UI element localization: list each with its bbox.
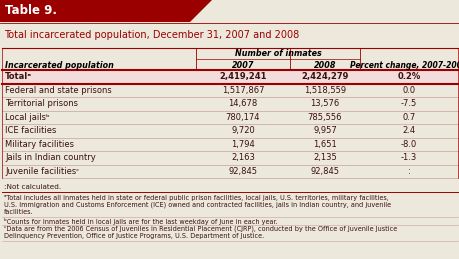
Polygon shape (190, 0, 212, 22)
Text: ᵃTotal includes all inmates held in state or federal public prison facilities, l: ᵃTotal includes all inmates held in stat… (4, 195, 390, 215)
Text: ᵇCounts for inmates held in local jails are for the last weekday of June in each: ᵇCounts for inmates held in local jails … (4, 218, 277, 225)
Text: Juvenile facilitiesᶜ: Juvenile facilitiesᶜ (5, 167, 79, 176)
Text: 9,957: 9,957 (313, 126, 336, 135)
Text: -1.3: -1.3 (400, 153, 416, 162)
Text: 13,576: 13,576 (310, 99, 339, 108)
Text: 92,845: 92,845 (228, 167, 257, 176)
Text: 14,678: 14,678 (228, 99, 257, 108)
Text: 1,517,867: 1,517,867 (221, 86, 263, 95)
Text: 2,163: 2,163 (230, 153, 254, 162)
Text: Table 9.: Table 9. (5, 4, 57, 18)
Text: Totalᵃ: Totalᵃ (5, 72, 32, 81)
Text: 780,174: 780,174 (225, 113, 260, 122)
Text: Number of inmates: Number of inmates (234, 49, 321, 59)
Text: ICE facilities: ICE facilities (5, 126, 56, 135)
Text: Military facilities: Military facilities (5, 140, 74, 149)
Text: ᶜData are from the 2006 Census of Juveniles in Residential Placement (CJRP), con: ᶜData are from the 2006 Census of Juveni… (4, 226, 397, 239)
Text: 92,845: 92,845 (310, 167, 339, 176)
Text: 2008: 2008 (313, 61, 336, 70)
Text: 0.0: 0.0 (402, 86, 414, 95)
Text: 2,135: 2,135 (313, 153, 336, 162)
Text: :: : (407, 167, 409, 176)
Text: :Not calculated.: :Not calculated. (4, 184, 61, 190)
Text: 0.2%: 0.2% (397, 72, 420, 81)
Text: Total incarcerated population, December 31, 2007 and 2008: Total incarcerated population, December … (4, 30, 299, 40)
Text: Local jailsᵇ: Local jailsᵇ (5, 113, 50, 122)
Text: 2,424,279: 2,424,279 (301, 72, 348, 81)
Text: Percent change, 2007-2008: Percent change, 2007-2008 (350, 61, 459, 70)
Text: 9,720: 9,720 (230, 126, 254, 135)
Text: Federal and state prisons: Federal and state prisons (5, 86, 112, 95)
Text: 1,518,559: 1,518,559 (303, 86, 345, 95)
Text: Incarcerated population: Incarcerated population (5, 61, 114, 70)
Text: Territorial prisons: Territorial prisons (5, 99, 78, 108)
Bar (0, 0, 190, 22)
Bar (2, 70, 457, 83)
Text: -8.0: -8.0 (400, 140, 416, 149)
Text: Jails in Indian country: Jails in Indian country (5, 153, 95, 162)
Text: 2007: 2007 (231, 61, 254, 70)
Text: -7.5: -7.5 (400, 99, 416, 108)
Text: 1,651: 1,651 (313, 140, 336, 149)
Text: 1,794: 1,794 (230, 140, 254, 149)
Text: 785,556: 785,556 (307, 113, 341, 122)
Text: 2,419,241: 2,419,241 (219, 72, 266, 81)
Text: 2.4: 2.4 (402, 126, 414, 135)
Text: 0.7: 0.7 (402, 113, 415, 122)
